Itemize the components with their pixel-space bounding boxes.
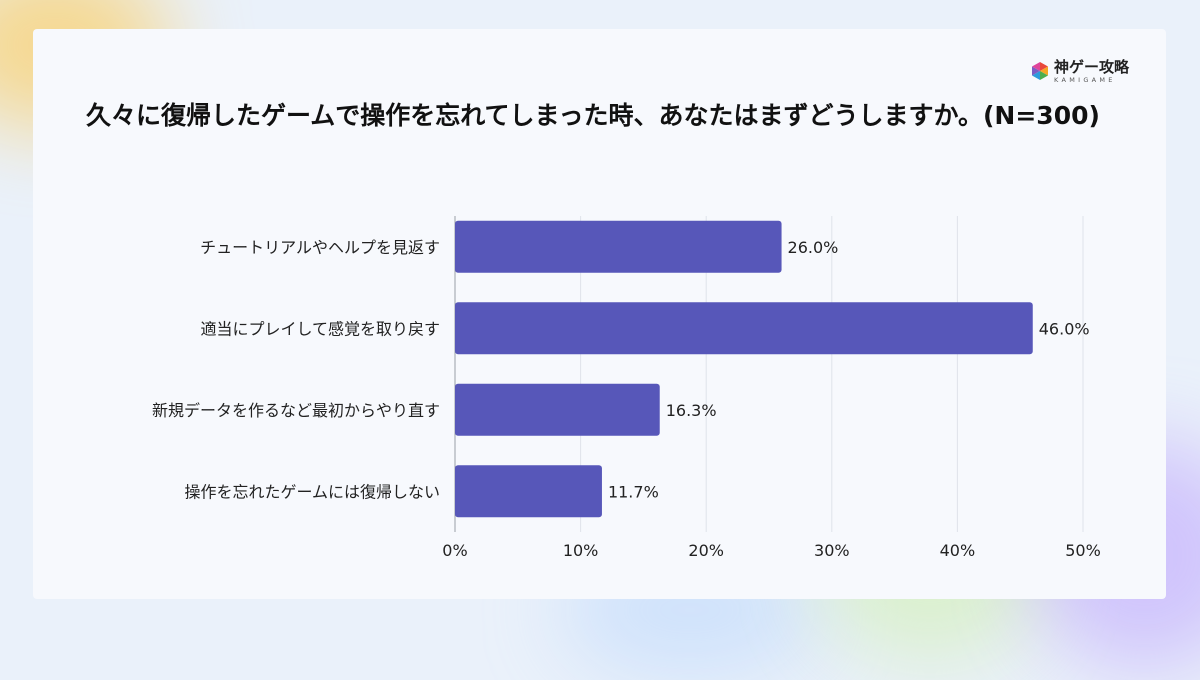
x-tick-label: 20% — [688, 541, 724, 560]
x-tick-label: 0% — [442, 541, 467, 560]
bar — [455, 302, 1033, 355]
chart-title: 久々に復帰したゲームで操作を忘れてしまった時、あなたはまずどうしますか。(N=3… — [86, 101, 1100, 130]
logo-subtitle: KAMIGAME — [1054, 76, 1116, 84]
data-label: 46.0% — [1039, 319, 1090, 338]
category-label: 操作を忘れたゲームには復帰しない — [184, 482, 440, 501]
data-label: 26.0% — [788, 238, 839, 257]
kamigame-logo-icon — [1032, 62, 1048, 80]
bar — [455, 465, 602, 518]
bar-chart: 0% 10% 20% 30% 40% 50% チュートリアルやヘルプを見返す 26.0% 適当に… — [152, 216, 1101, 560]
x-tick-label: 50% — [1065, 541, 1101, 560]
category-label: チュートリアルやヘルプを見返す — [200, 238, 440, 257]
kamigame-logo: 神ゲー攻略 KAMIGAME — [1030, 58, 1140, 88]
category-label: 新規データを作るなど最初からやり直す — [152, 401, 440, 420]
x-tick-label: 30% — [814, 541, 850, 560]
data-label: 11.7% — [608, 482, 659, 501]
bar — [455, 220, 782, 273]
bar — [455, 383, 660, 436]
logo-name: 神ゲー攻略 — [1054, 58, 1130, 76]
category-label: 適当にプレイして感覚を取り戻す — [200, 319, 440, 338]
x-tick-label: 10% — [563, 541, 599, 560]
data-label: 16.3% — [666, 401, 717, 420]
x-tick-label: 40% — [940, 541, 976, 560]
